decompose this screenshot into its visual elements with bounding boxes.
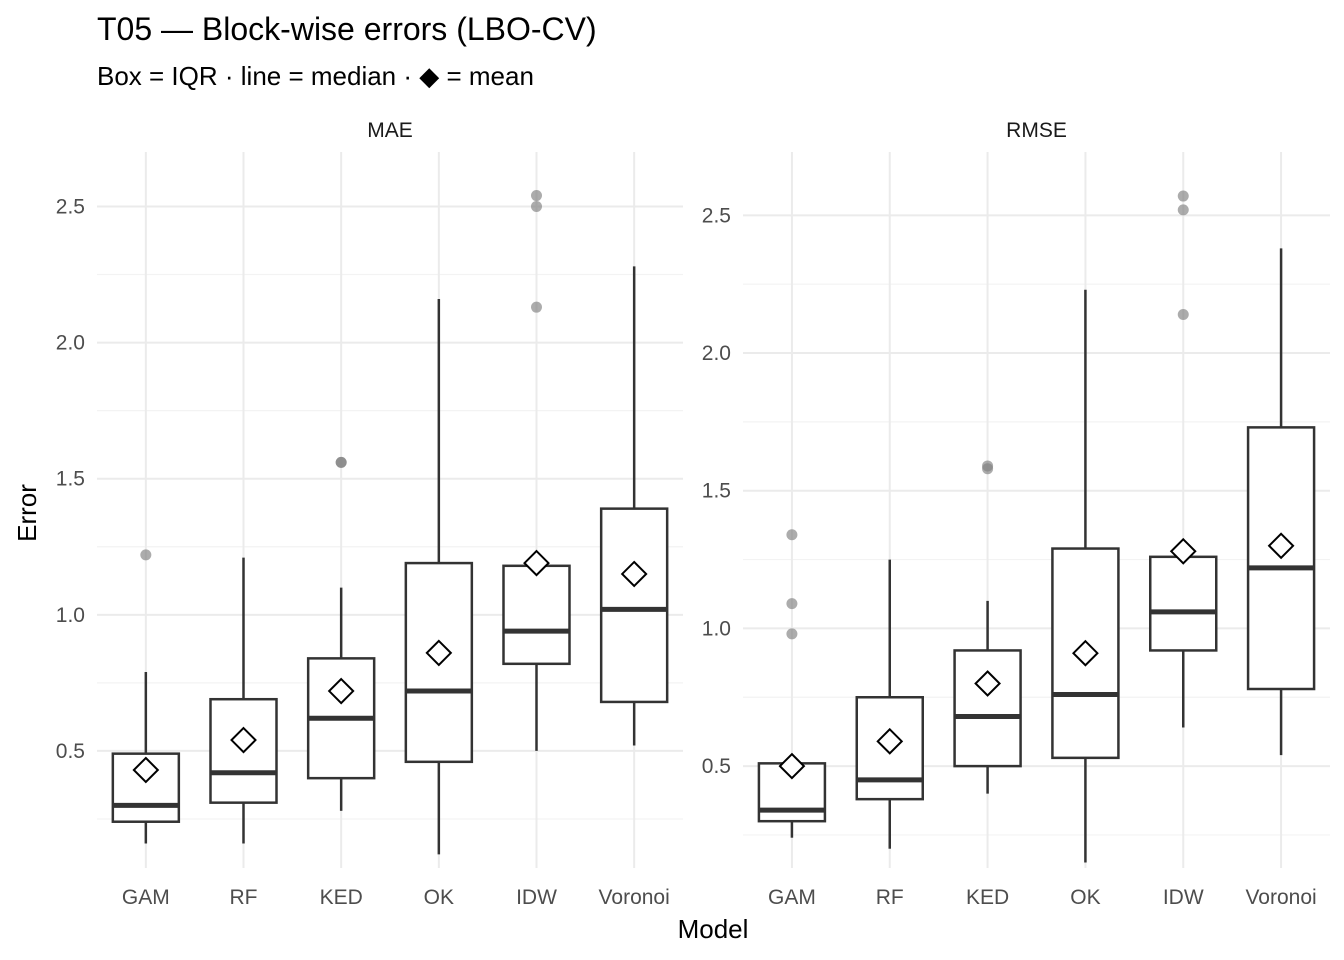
chart-subtitle: Box = IQR · line = median · ◆ = mean bbox=[97, 61, 534, 91]
outlier-point bbox=[531, 301, 542, 313]
iqr-box bbox=[953, 649, 1022, 768]
box-gam bbox=[111, 549, 181, 844]
x-tick-label: RF bbox=[876, 886, 904, 909]
x-axis-title: Model bbox=[678, 914, 749, 944]
mean-marker bbox=[327, 677, 355, 705]
x-tick-label: IDW bbox=[516, 886, 557, 909]
x-tick-label: Voronoi bbox=[1245, 886, 1316, 909]
iqr-box bbox=[111, 752, 181, 823]
facet-label: MAE bbox=[367, 119, 413, 142]
y-tick-label: 1.0 bbox=[702, 617, 731, 640]
mean-marker bbox=[620, 560, 648, 588]
iqr-box bbox=[502, 564, 571, 666]
box-rf bbox=[209, 557, 278, 844]
mean-marker bbox=[1169, 537, 1197, 565]
box-idw bbox=[502, 190, 571, 751]
outlier-point bbox=[531, 200, 542, 212]
y-tick-label: 1.0 bbox=[56, 604, 85, 627]
y-tick-label: 1.5 bbox=[702, 480, 731, 503]
y-tick-label: 1.5 bbox=[56, 468, 85, 491]
y-tick-label: 0.5 bbox=[56, 740, 85, 763]
facet-mae: MAE 0.5 1.0 1.5 2.0 2.5 GAM RF KED OK IDW Voronoi bbox=[56, 119, 683, 909]
x-tick-label: RF bbox=[230, 886, 258, 909]
mean-marker bbox=[1072, 639, 1099, 667]
iqr-box bbox=[599, 507, 669, 704]
y-tick-label: 2.5 bbox=[56, 195, 85, 218]
facet-label: RMSE bbox=[1006, 119, 1067, 142]
outlier-point bbox=[982, 460, 994, 472]
x-tick-label: KED bbox=[966, 886, 1009, 909]
x-tick-label: KED bbox=[320, 886, 363, 909]
outlier-point bbox=[786, 598, 798, 610]
y-axis-title: Error bbox=[12, 484, 42, 542]
box-ked bbox=[306, 456, 376, 811]
mean-marker bbox=[1267, 532, 1295, 560]
mean-marker bbox=[876, 727, 904, 755]
box-gam bbox=[757, 529, 827, 838]
y-tick-label: 0.5 bbox=[702, 755, 731, 778]
x-tick-label: Voronoi bbox=[599, 886, 670, 909]
mean-marker bbox=[974, 670, 1001, 697]
chart-title: T05 — Block-wise errors (LBO-CV) bbox=[97, 11, 597, 47]
box-voronoi bbox=[599, 266, 669, 746]
outlier-point bbox=[1177, 308, 1189, 320]
mean-marker bbox=[425, 639, 453, 667]
mean-marker bbox=[230, 726, 257, 754]
x-tick-label: GAM bbox=[122, 886, 170, 909]
outlier-point bbox=[335, 456, 347, 468]
x-tick-label: OK bbox=[424, 886, 454, 909]
x-tick-label: IDW bbox=[1163, 886, 1204, 909]
y-tick-label: 2.5 bbox=[702, 204, 731, 227]
mean-marker bbox=[523, 549, 550, 577]
box-ok bbox=[1051, 289, 1120, 863]
outlier-point bbox=[1177, 190, 1189, 202]
mean-marker bbox=[132, 756, 160, 784]
outlier-point bbox=[531, 190, 542, 202]
x-tick-label: GAM bbox=[768, 886, 816, 909]
outlier-point bbox=[786, 529, 798, 541]
outlier-point bbox=[140, 549, 152, 561]
box-idw bbox=[1149, 190, 1218, 728]
iqr-box bbox=[1149, 555, 1218, 652]
box-rf bbox=[855, 559, 924, 849]
y-tick-label: 2.0 bbox=[56, 332, 85, 355]
box-voronoi bbox=[1246, 248, 1316, 756]
x-tick-label: OK bbox=[1070, 886, 1100, 909]
box-ok bbox=[404, 299, 474, 855]
mean-marker bbox=[778, 752, 806, 780]
facet-rmse: RMSE 0.5 1.0 1.5 2.0 2.5 GAM RF KED OK IDW Voronoi bbox=[702, 119, 1330, 909]
box-ked bbox=[953, 460, 1022, 794]
outlier-point bbox=[786, 628, 798, 640]
y-tick-label: 2.0 bbox=[702, 342, 731, 365]
outlier-point bbox=[1177, 204, 1189, 216]
